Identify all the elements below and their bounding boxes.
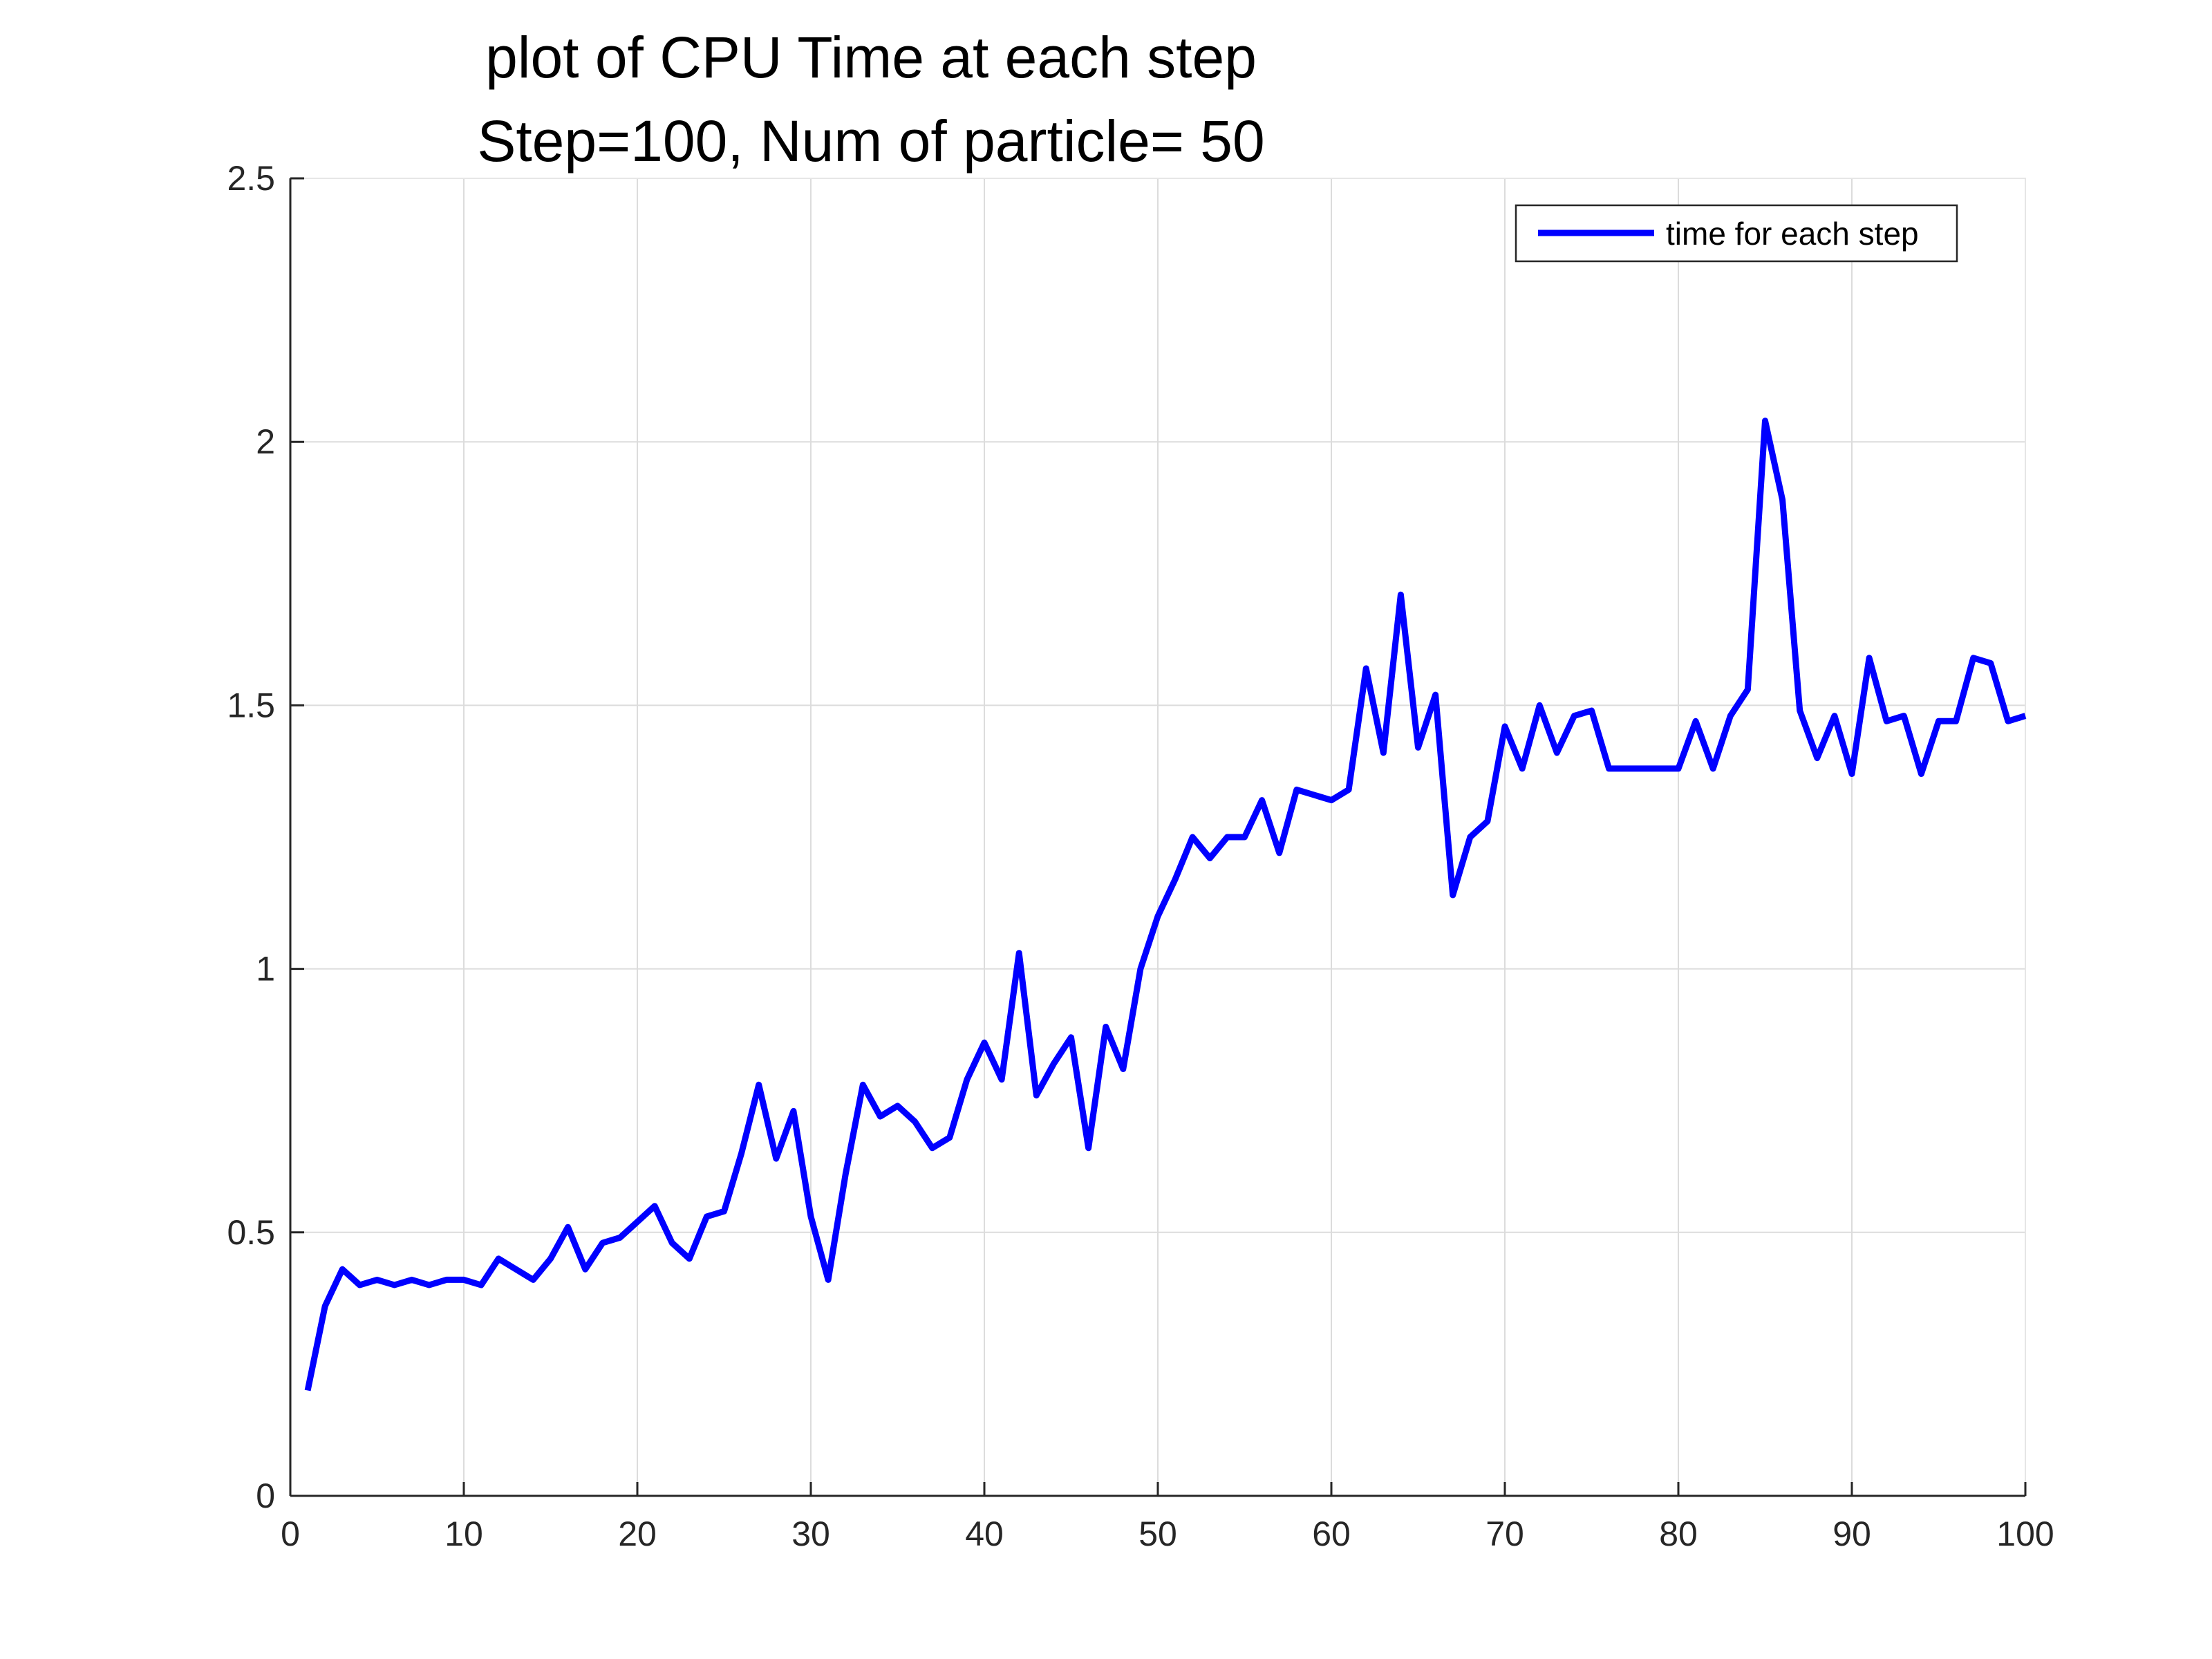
x-tick-label: 20 bbox=[618, 1515, 657, 1553]
grid-lines bbox=[290, 178, 2025, 1496]
x-tick-label: 100 bbox=[1996, 1515, 2054, 1553]
legend: time for each step bbox=[1515, 204, 1958, 263]
x-tick-label: 30 bbox=[791, 1515, 830, 1553]
x-tick-label: 0 bbox=[281, 1515, 300, 1553]
x-tick-label: 60 bbox=[1312, 1515, 1351, 1553]
y-tick-label: 2 bbox=[256, 422, 275, 461]
x-tick-label: 70 bbox=[1485, 1515, 1524, 1553]
series-group bbox=[304, 418, 2027, 1391]
x-tick-label: 40 bbox=[965, 1515, 1004, 1553]
x-tick-label: 80 bbox=[1659, 1515, 1698, 1553]
x-tick-label: 10 bbox=[444, 1515, 483, 1553]
legend-label: time for each step bbox=[1666, 216, 1919, 252]
y-tick-label: 2.5 bbox=[227, 159, 275, 198]
x-axis-ticks: 0 10 20 30 40 50 60 70 80 90 100 bbox=[281, 1482, 2054, 1553]
x-tick-label: 50 bbox=[1138, 1515, 1177, 1553]
y-tick-label: 0.5 bbox=[227, 1213, 275, 1252]
chart-title: plot of CPU Time at each step bbox=[485, 25, 1257, 90]
y-tick-label: 1.5 bbox=[227, 686, 275, 724]
y-axis-ticks: 0 0.5 1 1.5 2 2.5 bbox=[227, 159, 304, 1515]
y-tick-label: 0 bbox=[256, 1477, 275, 1515]
chart-subtitle: Step=100, Num of particle= 50 bbox=[477, 109, 1264, 174]
y-tick-label: 1 bbox=[256, 950, 275, 988]
series-line-0 bbox=[304, 418, 2027, 1391]
x-tick-label: 90 bbox=[1833, 1515, 1871, 1553]
